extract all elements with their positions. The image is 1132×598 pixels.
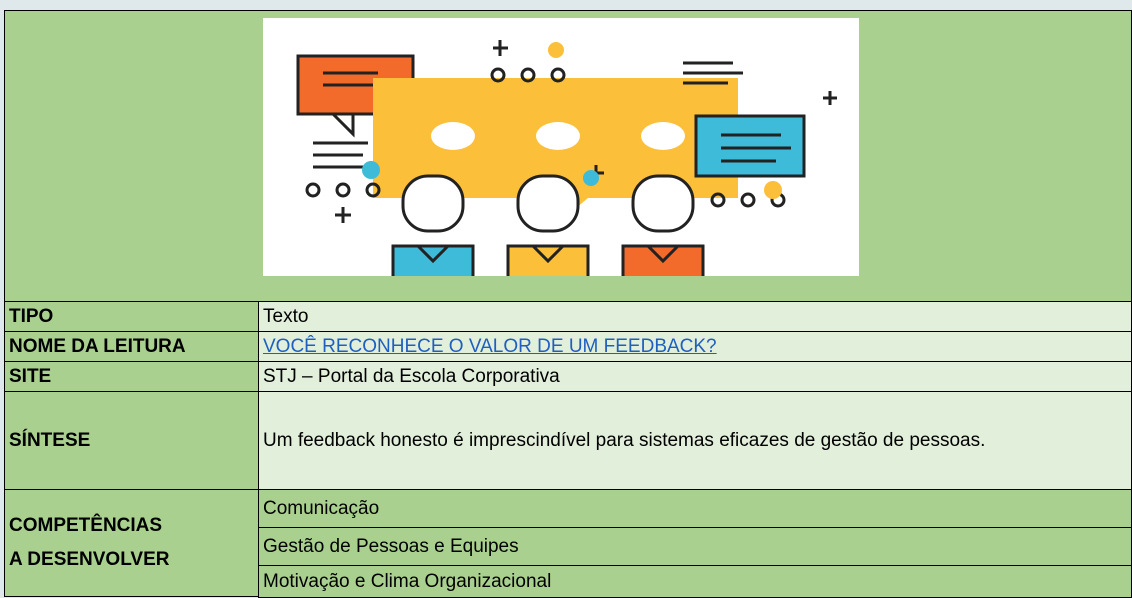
competency: Motivação e Clima Organizacional xyxy=(258,565,1132,598)
row-label: NOME DA LEITURA xyxy=(4,331,259,362)
row-label: SITE xyxy=(4,361,259,392)
row-value: Texto xyxy=(258,301,1132,332)
row-value: VOCÊ RECONHECE O VALOR DE UM FEEDBACK? xyxy=(258,331,1132,362)
row-label: TIPO xyxy=(4,301,259,332)
competency: Gestão de Pessoas e Equipes xyxy=(258,527,1132,566)
row-label: COMPETÊNCIAS A DESENVOLVER xyxy=(4,489,259,597)
row-value: STJ – Portal da Escola Corporativa xyxy=(258,361,1132,392)
reading-link[interactable]: VOCÊ RECONHECE O VALOR DE UM FEEDBACK? xyxy=(263,335,717,357)
row-label: SÍNTESE xyxy=(4,391,259,490)
illustration xyxy=(263,18,859,276)
row-value: Um feedback honesto é imprescindível par… xyxy=(258,391,1132,490)
competency: Comunicação xyxy=(258,489,1132,528)
competencies-label: COMPETÊNCIAS A DESENVOLVER xyxy=(9,515,170,570)
summary-text: Um feedback honesto é imprescindível par… xyxy=(263,430,986,451)
